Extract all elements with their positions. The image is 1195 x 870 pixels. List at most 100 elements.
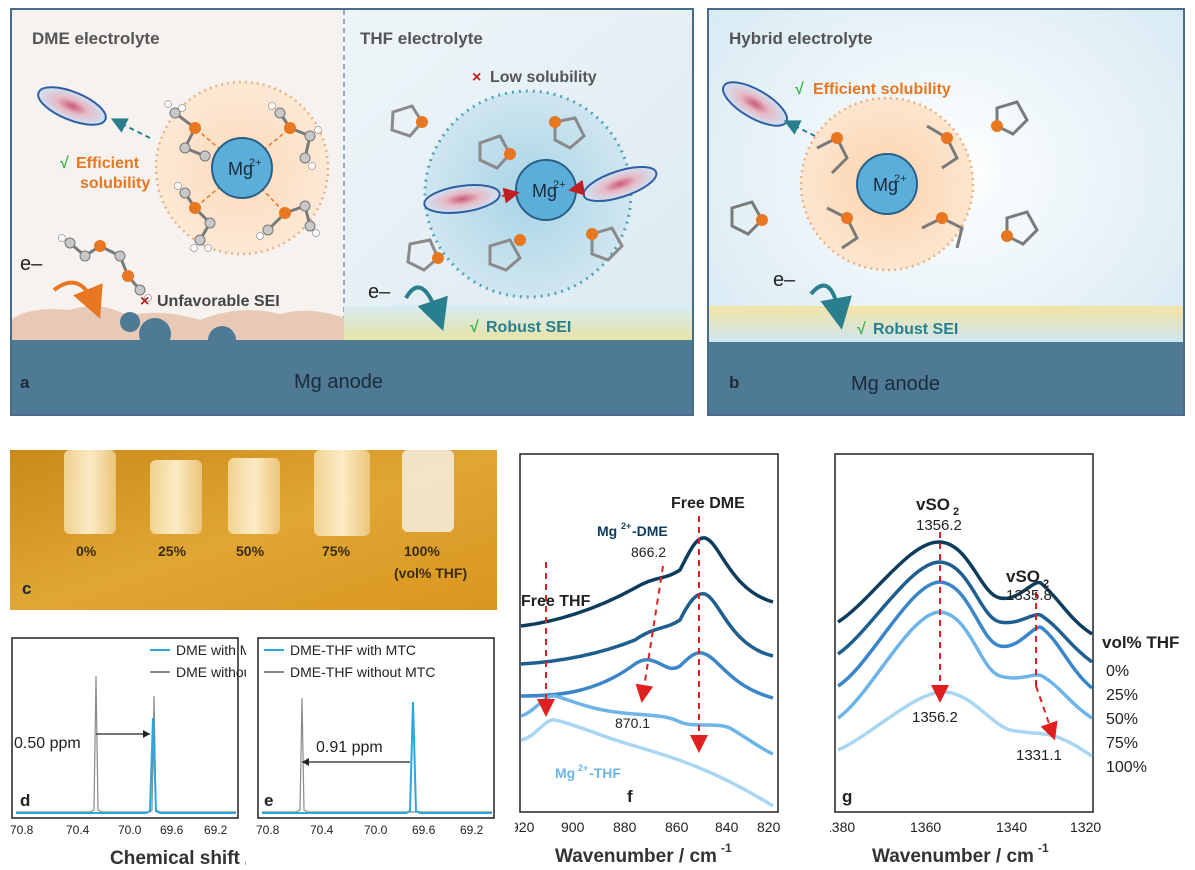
panel-letter-a: a xyxy=(20,373,30,392)
ir-g-100pct xyxy=(837,690,1093,758)
ticks-f: 920 900 880 860 840 820 xyxy=(515,819,781,835)
panel-letter-d: d xyxy=(20,791,30,810)
ir-g-50pct xyxy=(837,580,1094,690)
ir-f-75pct xyxy=(520,694,774,756)
legend-g-title: vol% THF xyxy=(1102,633,1179,652)
thf-sei-label: Robust SEI xyxy=(486,319,571,336)
ir-f-25pct xyxy=(520,591,774,666)
legend-e-with: DME-THF with MTC xyxy=(290,642,416,658)
legend-g-50: 50% xyxy=(1106,711,1138,728)
ir-f-50pct xyxy=(520,651,774,700)
xlabel-f: Wavenumber / cm xyxy=(555,846,717,867)
shift-annotation-d: 0.50 ppm xyxy=(14,735,81,752)
legend-e-without: DME-THF without MTC xyxy=(290,664,435,680)
mg-ion-charge-thf: 2+ xyxy=(553,179,566,191)
tick-g-1340: 1340 xyxy=(996,819,1027,835)
annot-vso2-a-sub: 2 xyxy=(953,506,959,518)
panel-letter-c: c xyxy=(22,579,31,598)
ir-g-75pct xyxy=(836,610,1093,720)
check-icon-dme: √ xyxy=(60,155,69,172)
annot-peak-1356-top: 1356.2 xyxy=(916,517,962,534)
dme-solubility-line1: Efficient xyxy=(76,155,140,172)
panel-a: Mg 2+ √ Efficient solubility DME electro… xyxy=(10,8,694,416)
legend-g-100: 100% xyxy=(1106,759,1147,776)
thf-title: THF electrolyte xyxy=(360,29,483,48)
nmr-e-with xyxy=(262,701,492,814)
panel-e: DME-THF with MTC DME-THF without MTC 0.9… xyxy=(256,637,495,837)
panel-letter-b: b xyxy=(729,373,739,392)
dme-title: DME electrolyte xyxy=(32,29,160,48)
check-icon-thf: √ xyxy=(470,319,479,336)
mg-anode-a xyxy=(10,340,694,416)
legend-d-without: DME without MTC xyxy=(176,664,246,680)
panel-d: DME with MTC DME without MTC 0.50 ppm d … xyxy=(10,637,246,869)
ticks-g: 1380 1360 1340 1320 xyxy=(830,819,1101,835)
tick-d-692: 69.2 xyxy=(204,823,228,837)
shift-annotation-e: 0.91 ppm xyxy=(316,739,383,756)
panel-letter-f: f xyxy=(627,787,633,806)
ir-g-0pct xyxy=(837,540,1093,636)
annot-vso2-b-sub: 2 xyxy=(1043,578,1049,590)
vial-label-25: 25% xyxy=(158,543,187,559)
mg-ion-charge-a: 2+ xyxy=(249,157,262,169)
check-icon-hybrid: √ xyxy=(795,81,804,98)
tick-d-704: 70.4 xyxy=(66,823,90,837)
nmr-d-with xyxy=(16,717,236,814)
xlabel-f-sup: -1 xyxy=(721,841,732,855)
dme-sei-label: Unfavorable SEI xyxy=(157,293,280,310)
ticks-d: 70.8 70.4 70.0 69.6 69.2 xyxy=(10,823,228,837)
mg-ion-label-thf: Mg xyxy=(532,181,557,201)
electron-a-thf: e– xyxy=(368,281,391,303)
annot-vso2-b: vSO xyxy=(1006,567,1040,586)
panel-letter-g: g xyxy=(842,787,852,806)
panel-f: Free DME Mg 2+ -DME 866.2 Free THF 870.1… xyxy=(515,453,781,867)
thf-rings xyxy=(390,104,624,272)
tick-f-860: 860 xyxy=(665,819,689,835)
tick-f-920: 920 xyxy=(515,819,535,835)
tick-d-700: 70.0 xyxy=(118,823,142,837)
annot-free-thf: Free THF xyxy=(521,593,591,610)
tick-g-1320: 1320 xyxy=(1070,819,1101,835)
mg-ion-label-b: Mg xyxy=(873,175,898,195)
anode-label-b: Mg anode xyxy=(851,373,940,395)
panel-letter-e: e xyxy=(264,791,273,810)
tick-f-840: 840 xyxy=(715,819,739,835)
annot-mg-thf: Mg xyxy=(555,765,575,781)
tick-e-696: 69.6 xyxy=(412,823,436,837)
check-icon-hybrid-sei: √ xyxy=(857,321,866,338)
ticks-e: 70.8 70.4 70.0 69.6 69.2 xyxy=(256,823,484,837)
vial-unit-label: (vol% THF) xyxy=(394,565,467,581)
annot-mg-dme-sup: 2+ xyxy=(621,521,631,531)
tick-f-900: 900 xyxy=(561,819,585,835)
annot-peak-1356-bottom: 1356.2 xyxy=(912,709,958,726)
panel-c: 0% 25% 50% 75% 100% (vol% THF) c xyxy=(10,450,497,610)
electron-a-dme: e– xyxy=(20,253,43,275)
xlabel-g: Wavenumber / cm xyxy=(872,846,1034,867)
legend-g-0: 0% xyxy=(1106,663,1129,680)
annot-mg-dme-suffix: -DME xyxy=(632,523,668,539)
panel-b: Hybrid electrolyte √ Efficient solubilit… xyxy=(707,8,1185,416)
annot-peak-1331: 1331.1 xyxy=(1016,747,1062,764)
tick-e-692: 69.2 xyxy=(460,823,484,837)
salt-ellipse-thf-right xyxy=(582,165,658,203)
annot-mg-thf-suffix: -THF xyxy=(589,765,621,781)
vials xyxy=(64,450,454,536)
vial-label-100: 100% xyxy=(404,543,440,559)
xlabel-d: Chemical shift / ppm xyxy=(110,848,246,869)
tick-f-820: 820 xyxy=(757,819,781,835)
thf-low-solubility: Low solubility xyxy=(490,69,597,86)
legend-d-with: DME with MTC xyxy=(176,642,246,658)
tick-e-708: 70.8 xyxy=(256,823,280,837)
xlabel-g-sup: -1 xyxy=(1038,841,1049,855)
electron-b: e– xyxy=(773,269,796,291)
tick-f-880: 880 xyxy=(613,819,637,835)
annot-free-dme: Free DME xyxy=(671,495,745,512)
annot-mg-thf-sup: 2+ xyxy=(578,763,588,773)
cross-icon-dme: × xyxy=(140,293,149,310)
hybrid-sei-label: Robust SEI xyxy=(873,321,958,338)
anode-label-a: Mg anode xyxy=(294,371,383,393)
tick-e-700: 70.0 xyxy=(364,823,388,837)
salt-ellipse-a xyxy=(37,86,107,126)
legend-g-75: 75% xyxy=(1106,735,1138,752)
ir-f-100pct xyxy=(520,718,774,808)
